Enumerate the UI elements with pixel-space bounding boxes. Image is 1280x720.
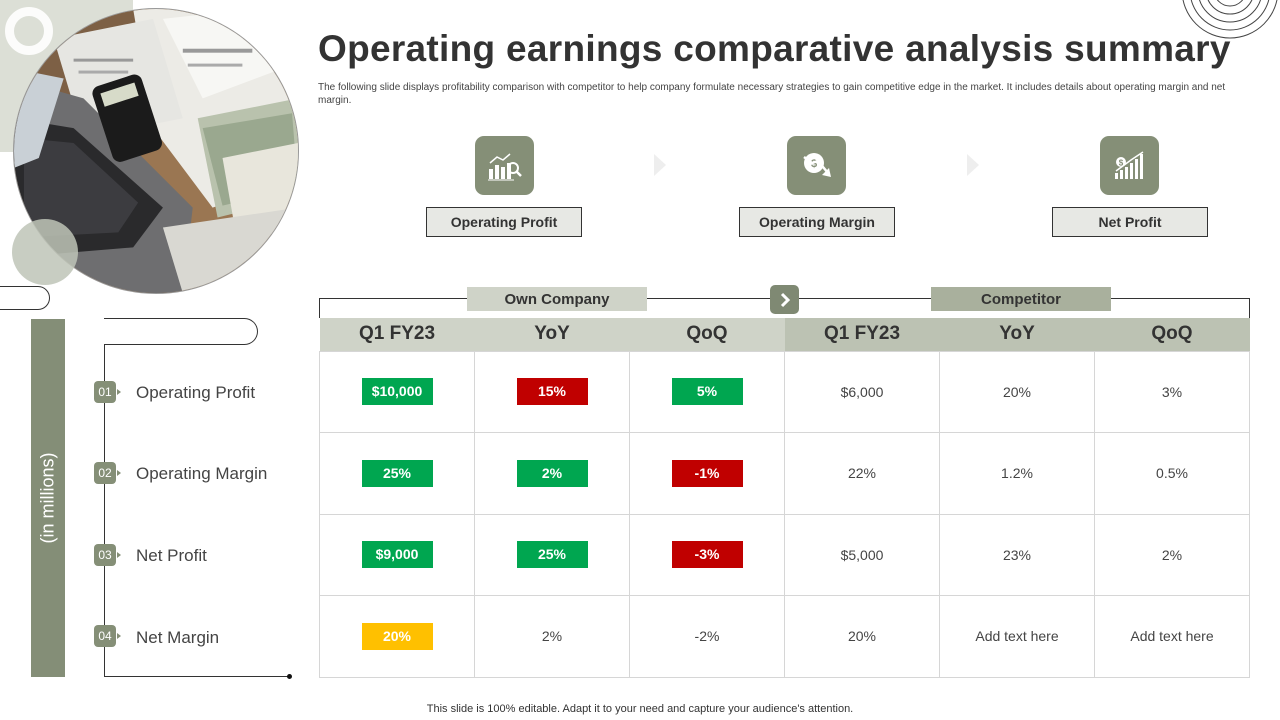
row-number-badge: 01 [94, 381, 116, 403]
group-tag-competitor: Competitor [931, 287, 1111, 311]
svg-text:$: $ [1118, 158, 1123, 167]
table-row: 25% 2% -1% 22% 1.2% 0.5% [319, 432, 1250, 515]
table-cell: 20% [784, 595, 940, 678]
connector-line-vertical [104, 345, 105, 677]
table-cell: $10,000 [319, 350, 475, 433]
value-pill: 25% [361, 459, 433, 487]
column-header: Q1 FY23 [319, 318, 475, 351]
column-header: QoQ [1094, 318, 1250, 351]
table-cell: $5,000 [784, 513, 940, 596]
table-cell: 15% [474, 350, 630, 433]
row-pointer-icon [117, 389, 121, 395]
row-pointer-icon [117, 470, 121, 476]
dollar-growth-bars-icon: $ [1100, 136, 1159, 195]
row-pointer-icon [117, 633, 121, 639]
bar-chart-magnifier-icon [475, 136, 534, 195]
table-row: $10,000 15% 5% $6,000 20% 3% [319, 350, 1250, 433]
decorative-pill [0, 286, 50, 310]
table-cell: 2% [474, 432, 630, 515]
row-number-badge: 04 [94, 625, 116, 647]
table-cell: 0.5% [1094, 432, 1250, 515]
table-cell: 5% [629, 350, 785, 433]
footer-text: This slide is 100% editable. Adapt it to… [426, 703, 854, 715]
value-pill: 20% [361, 622, 433, 650]
table-cell: -2% [629, 595, 785, 678]
table-header-row: Q1 FY23 YoY QoQ Q1 FY23 YoY QoQ [319, 318, 1250, 351]
table-cell: -3% [629, 513, 785, 596]
flow-arrow-1 [654, 154, 666, 176]
row-number-badge: 03 [94, 544, 116, 566]
value-pill: $10,000 [361, 378, 433, 406]
table-cell: $9,000 [319, 513, 475, 596]
row-label-operating-profit: Operating Profit [136, 383, 256, 402]
column-header: YoY [939, 318, 1095, 351]
table-cell: -1% [629, 432, 785, 515]
group-tag-own-company: Own Company [467, 287, 647, 311]
connector-end-dot [287, 674, 292, 679]
row-pointer-icon [117, 552, 121, 558]
category-label-operating-profit: Operating Profit [426, 207, 582, 237]
table-cell: 3% [1094, 350, 1250, 433]
table-cell: 25% [319, 432, 475, 515]
table-cell: 22% [784, 432, 940, 515]
table-row: $9,000 25% -3% $5,000 23% 2% [319, 513, 1250, 596]
column-header: YoY [474, 318, 630, 351]
value-pill: 2% [516, 459, 588, 487]
comparison-table: Q1 FY23 YoY QoQ Q1 FY23 YoY QoQ $10,000 … [319, 318, 1250, 678]
table-cell: 1.2% [939, 432, 1095, 515]
value-pill: 5% [671, 378, 743, 406]
decorative-small-circle [12, 219, 78, 285]
table-cell: 2% [474, 595, 630, 678]
unit-sidebar-bar [31, 319, 65, 677]
category-label-net-profit: Net Profit [1052, 207, 1208, 237]
value-pill: 25% [516, 541, 588, 569]
table-cell: Add text here [939, 595, 1095, 678]
table-row: 20% 2% -2% 20% Add text here Add text he… [319, 595, 1250, 678]
page-title: Operating earnings comparative analysis … [318, 28, 1231, 69]
decorative-ring [5, 7, 53, 55]
footer-note: This slide is 100% editable. Adapt it to… [0, 703, 1280, 715]
column-header: QoQ [629, 318, 785, 351]
value-pill: $9,000 [361, 541, 433, 569]
table-cell: 2% [1094, 513, 1250, 596]
category-label-operating-margin: Operating Margin [739, 207, 895, 237]
value-pill: -3% [671, 541, 743, 569]
value-pill: 15% [516, 378, 588, 406]
chevron-right-icon [770, 285, 799, 314]
decorative-concentric-rings [1182, 0, 1278, 39]
connector-line-bottom [104, 676, 290, 677]
row-label-net-profit: Net Profit [136, 546, 207, 565]
value-pill: -1% [671, 459, 743, 487]
row-number-badge: 02 [94, 462, 116, 484]
table-cell: 20% [319, 595, 475, 678]
table-cell: Add text here [1094, 595, 1250, 678]
flow-arrow-2 [967, 154, 979, 176]
table-cell: 23% [939, 513, 1095, 596]
dollar-down-arrow-icon: $ [787, 136, 846, 195]
column-header: Q1 FY23 [784, 318, 940, 351]
row-label-net-margin: Net Margin [136, 628, 220, 647]
table-cell: $6,000 [784, 350, 940, 433]
svg-text:$: $ [810, 158, 816, 170]
connector-line-top [104, 318, 258, 345]
table-cell: 20% [939, 350, 1095, 433]
page-subtitle: The following slide displays profitabili… [318, 82, 1226, 106]
unit-label: (in millions) [37, 452, 58, 544]
row-label-operating-margin: Operating Margin [136, 464, 268, 483]
table-cell: 25% [474, 513, 630, 596]
